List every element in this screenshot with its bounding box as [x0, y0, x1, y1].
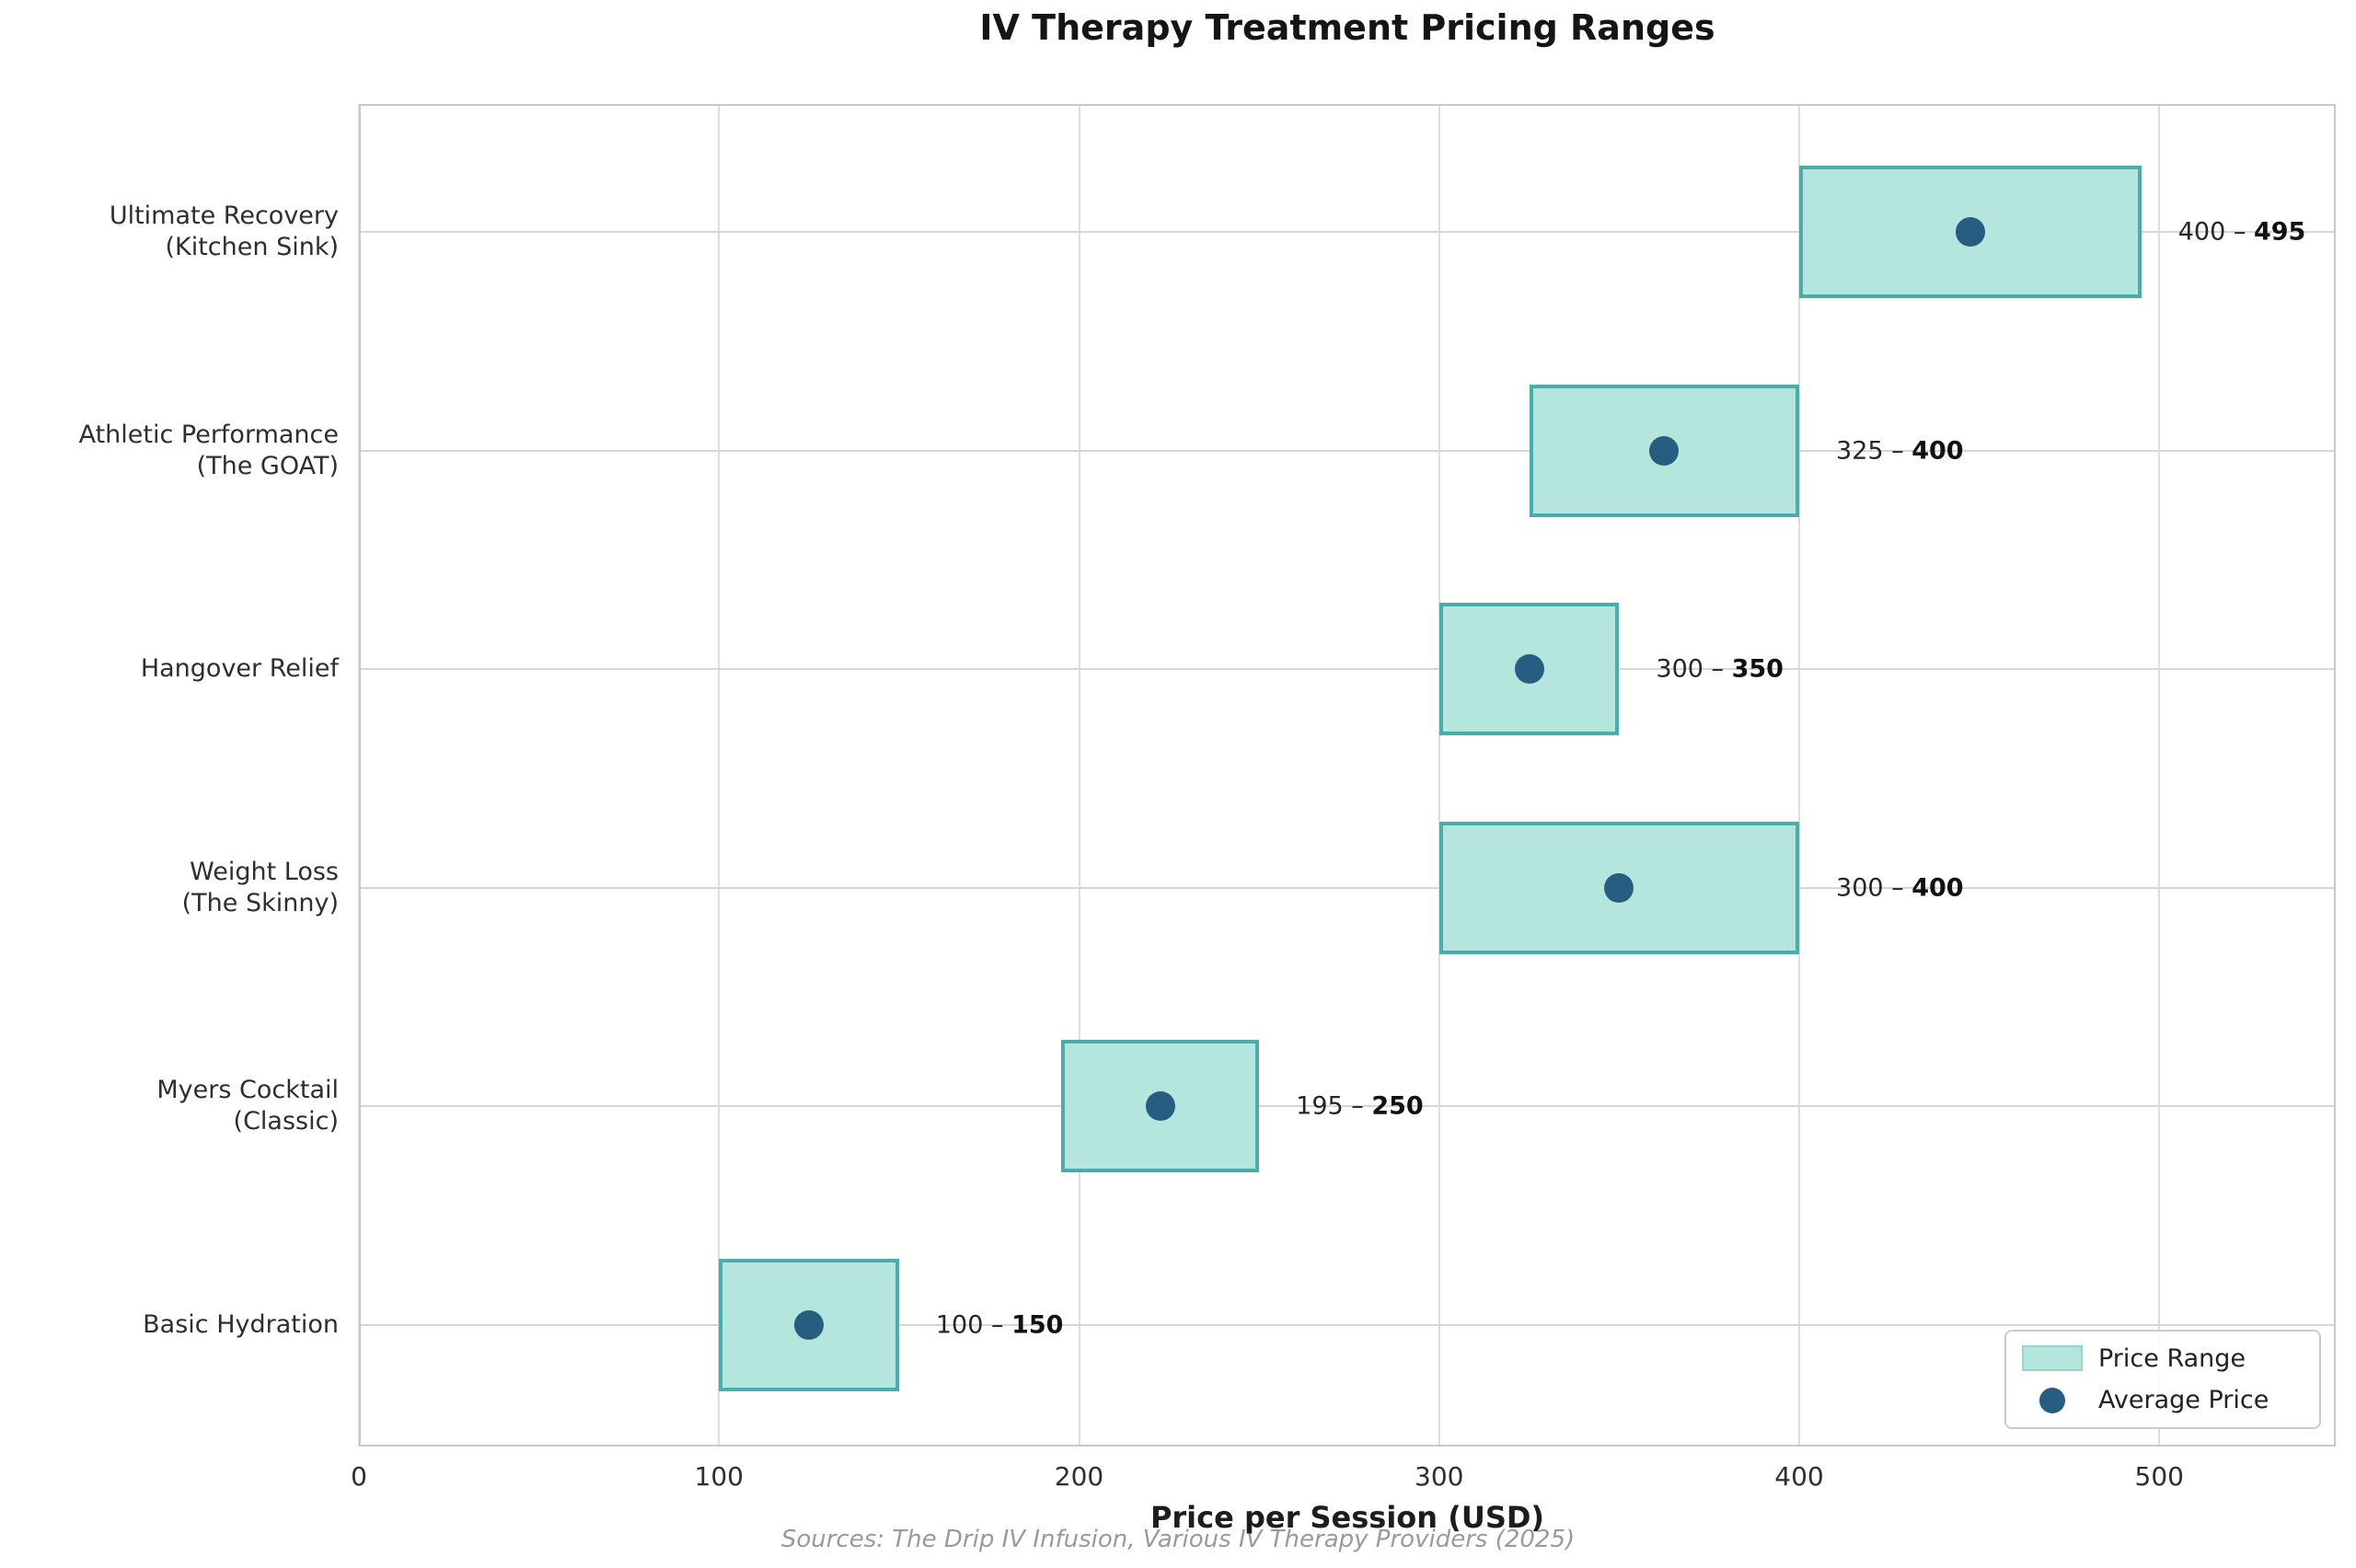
x-gridline: [1078, 104, 1080, 1447]
range-annotation: 195 – 250: [1296, 1092, 1424, 1121]
x-gridline: [1438, 104, 1440, 1447]
x-gridline: [2158, 104, 2161, 1447]
category-label-line: Ultimate Recovery: [109, 202, 339, 230]
chart-title: IV Therapy Treatment Pricing Ranges: [979, 7, 1715, 48]
x-gridline: [358, 104, 360, 1447]
category-label-line: (The GOAT): [196, 451, 339, 480]
range-max-value: 400: [1911, 873, 1964, 903]
legend: Price Range Average Price: [2004, 1330, 2321, 1429]
y-gridline: [359, 449, 2336, 452]
x-gridline: [1798, 104, 1801, 1447]
range-separator: –: [1883, 436, 1912, 466]
category-label: Basic Hydration: [7, 1309, 339, 1341]
legend-label: Average Price: [2098, 1386, 2269, 1415]
range-annotation: 325 – 400: [1836, 436, 1964, 465]
category-label: Athletic Performance (The GOAT): [7, 420, 339, 482]
average-price-dot: [794, 1310, 825, 1340]
average-price-dot: [1955, 217, 1985, 247]
range-max-value: 250: [1371, 1091, 1424, 1121]
average-price-dot-icon: [2039, 1387, 2065, 1413]
category-label-line: Weight Loss: [190, 857, 339, 886]
source-note: Sources: The Drip IV Infusion, Various I…: [780, 1526, 1576, 1553]
range-min-value: 100: [935, 1310, 984, 1340]
range-annotation: 300 – 350: [1656, 655, 1784, 684]
x-gridline: [718, 104, 721, 1447]
y-gridline: [359, 886, 2336, 889]
price-range-swatch-icon: [2022, 1345, 2083, 1372]
range-max-value: 495: [2253, 217, 2306, 247]
x-tick-label: 100: [694, 1461, 744, 1492]
range-separator: –: [1343, 1091, 1372, 1121]
y-gridline: [359, 1105, 2336, 1108]
category-label-line: Athletic Performance: [78, 420, 339, 449]
range-min-value: 400: [2177, 217, 2226, 247]
category-label: Hangover Relief: [7, 653, 339, 685]
average-price-dot: [1649, 435, 1680, 466]
category-label-line: Basic Hydration: [143, 1310, 339, 1339]
range-max-value: 400: [1911, 436, 1964, 466]
category-label: Ultimate Recovery (Kitchen Sink): [7, 201, 339, 263]
range-annotation: 400 – 495: [2178, 218, 2306, 247]
category-label-line: (Kitchen Sink): [165, 233, 339, 261]
range-annotation: 300 – 400: [1836, 873, 1964, 902]
x-axis-label: Price per Session (USD): [1149, 1500, 1545, 1535]
legend-item-price-range: Price Range: [2006, 1340, 2319, 1377]
category-label-line: (The Skinny): [181, 888, 339, 917]
range-min-value: 195: [1296, 1091, 1344, 1121]
range-separator: –: [2225, 217, 2254, 247]
range-annotation: 100 – 150: [936, 1311, 1064, 1340]
average-price-dot: [1145, 1091, 1175, 1122]
range-separator: –: [1703, 654, 1732, 684]
legend-label: Price Range: [2098, 1343, 2246, 1373]
plot-frame: [359, 104, 2336, 1447]
category-label-line: (Classic): [233, 1107, 339, 1136]
legend-handle: [2006, 1345, 2098, 1372]
legend-item-average-price: Average Price: [2006, 1382, 2319, 1419]
range-max-value: 350: [1731, 654, 1784, 684]
average-price-dot: [1514, 654, 1544, 685]
x-tick-label: 200: [1054, 1461, 1104, 1492]
range-min-value: 300: [1836, 873, 1884, 903]
x-tick-label: 500: [2134, 1461, 2184, 1492]
category-label-line: Myers Cocktail: [156, 1076, 339, 1105]
range-separator: –: [983, 1310, 1012, 1340]
x-tick-label: 0: [351, 1461, 367, 1492]
y-gridline: [359, 1324, 2336, 1326]
range-max-value: 150: [1011, 1310, 1064, 1340]
category-label: Myers Cocktail (Classic): [7, 1075, 339, 1137]
y-gridline: [359, 231, 2336, 233]
price-range-bar: [719, 1259, 899, 1391]
range-separator: –: [1883, 873, 1912, 903]
range-min-value: 325: [1836, 436, 1884, 466]
legend-handle: [2006, 1387, 2098, 1413]
category-label-line: Hangover Relief: [140, 654, 339, 684]
average-price-dot: [1604, 872, 1634, 903]
x-tick-label: 300: [1415, 1461, 1464, 1492]
y-gridline: [359, 668, 2336, 671]
category-label: Weight Loss (The Skinny): [7, 857, 339, 919]
x-tick-label: 400: [1774, 1461, 1824, 1492]
range-min-value: 300: [1656, 654, 1703, 684]
